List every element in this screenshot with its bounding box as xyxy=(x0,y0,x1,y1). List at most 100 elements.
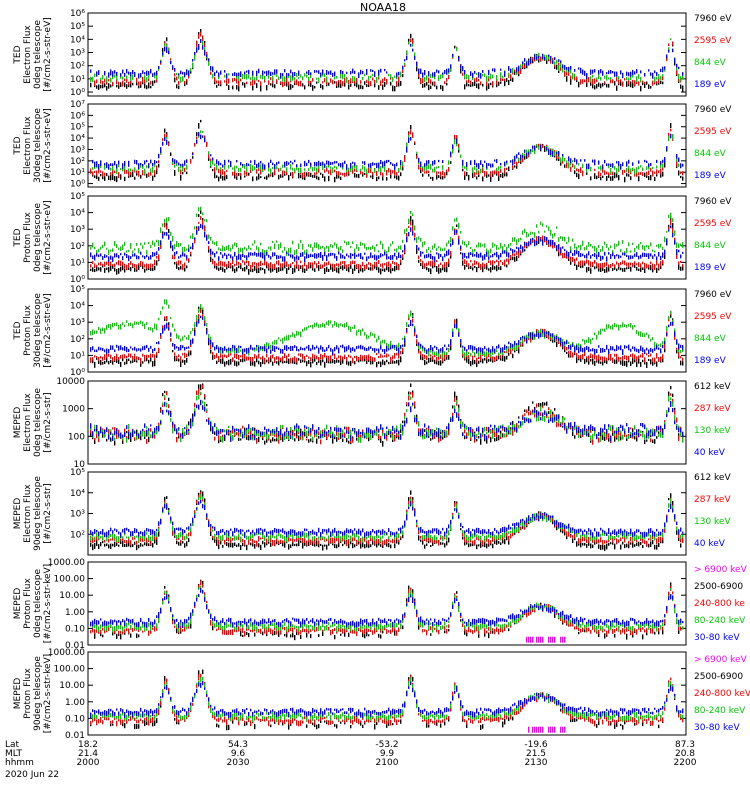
flux-mark xyxy=(334,427,336,431)
flux-mark xyxy=(332,167,334,174)
flux-mark xyxy=(400,172,402,177)
flux-mark xyxy=(362,267,364,273)
flux-mark xyxy=(112,163,114,166)
flux-mark xyxy=(540,56,542,62)
flux-mark xyxy=(466,80,468,83)
flux-mark xyxy=(396,262,398,267)
flux-mark xyxy=(424,359,426,366)
flux-mark xyxy=(496,265,498,272)
flux-mark xyxy=(296,255,298,260)
flux-mark xyxy=(268,80,270,85)
y-axis-label-line: Electron Flux xyxy=(23,393,33,452)
flux-mark xyxy=(308,432,310,436)
flux-mark xyxy=(138,81,140,87)
flux-mark xyxy=(662,159,664,163)
flux-mark xyxy=(178,432,180,437)
flux-mark xyxy=(346,426,348,431)
flux-mark xyxy=(162,52,164,56)
flux-mark xyxy=(142,82,144,85)
flux-mark xyxy=(106,357,108,363)
flux-mark xyxy=(466,256,468,259)
flux-mark xyxy=(284,80,286,86)
flux-mark xyxy=(682,171,684,176)
flux-mark xyxy=(94,424,96,430)
flux-mark xyxy=(240,162,242,166)
flux-mark xyxy=(602,82,604,87)
flux-mark xyxy=(326,355,328,359)
flux-mark xyxy=(232,435,234,441)
flux-mark xyxy=(156,428,158,435)
flux-mark xyxy=(256,83,258,89)
flux-mark xyxy=(448,167,450,172)
flux-mark xyxy=(648,176,650,181)
flux-mark xyxy=(524,154,526,157)
flux-mark xyxy=(282,76,284,82)
flux-mark xyxy=(110,163,112,167)
flux-mark xyxy=(190,68,192,72)
flux-mark xyxy=(438,171,440,174)
flux-mark xyxy=(184,167,186,173)
flux-mark xyxy=(548,149,550,155)
flux-mark xyxy=(448,258,450,264)
flux-mark xyxy=(632,325,634,330)
flux-mark xyxy=(388,73,390,77)
flux-mark xyxy=(312,247,314,252)
flux-mark xyxy=(126,320,128,323)
flux-mark xyxy=(104,172,106,176)
flux-mark xyxy=(162,393,164,397)
flux-mark xyxy=(144,355,146,361)
flux-mark xyxy=(306,252,308,259)
flux-mark xyxy=(168,234,170,240)
flux-mark xyxy=(514,340,516,346)
flux-mark xyxy=(304,262,306,267)
flux-mark xyxy=(138,322,140,325)
flux-mark xyxy=(518,69,520,75)
flux-mark xyxy=(276,260,278,265)
flux-mark xyxy=(486,348,488,351)
flux-mark xyxy=(568,251,570,258)
flux-mark xyxy=(322,81,324,84)
flux-mark xyxy=(596,77,598,80)
flux-mark xyxy=(492,163,494,168)
flux-mark xyxy=(274,263,276,270)
flux-mark xyxy=(572,256,574,261)
flux-mark xyxy=(90,252,92,258)
flux-mark xyxy=(342,438,344,443)
flux-mark xyxy=(556,59,558,64)
flux-mark xyxy=(332,324,334,328)
flux-mark xyxy=(144,72,146,75)
flux-mark xyxy=(140,348,142,352)
flux-mark xyxy=(680,76,682,82)
flux-mark xyxy=(270,83,272,86)
flux-mark xyxy=(644,172,646,177)
flux-mark xyxy=(220,349,222,354)
flux-mark xyxy=(404,416,406,420)
flux-mark xyxy=(380,166,382,172)
flux-mark xyxy=(578,250,580,257)
flux-mark xyxy=(116,344,118,348)
flux-mark xyxy=(102,244,104,248)
flux-mark xyxy=(302,328,304,332)
flux-mark xyxy=(384,77,386,81)
flux-mark xyxy=(362,431,364,436)
flux-mark xyxy=(356,254,358,257)
flux-mark xyxy=(590,82,592,86)
flux-mark xyxy=(476,72,478,76)
flux-mark xyxy=(308,254,310,259)
flux-mark xyxy=(250,428,252,435)
flux-mark xyxy=(92,159,94,164)
flux-mark xyxy=(170,417,172,422)
flux-mark xyxy=(304,171,306,178)
flux-mark xyxy=(564,164,566,168)
flux-mark xyxy=(114,176,116,182)
flux-mark xyxy=(126,264,128,271)
flux-mark xyxy=(196,139,198,144)
flux-mark xyxy=(564,341,566,345)
flux-mark xyxy=(594,360,596,366)
flux-mark xyxy=(526,242,528,247)
flux-mark xyxy=(114,322,116,327)
flux-mark xyxy=(402,429,404,436)
flux-mark xyxy=(520,337,522,341)
flux-mark xyxy=(148,436,150,443)
flux-mark xyxy=(632,262,634,268)
